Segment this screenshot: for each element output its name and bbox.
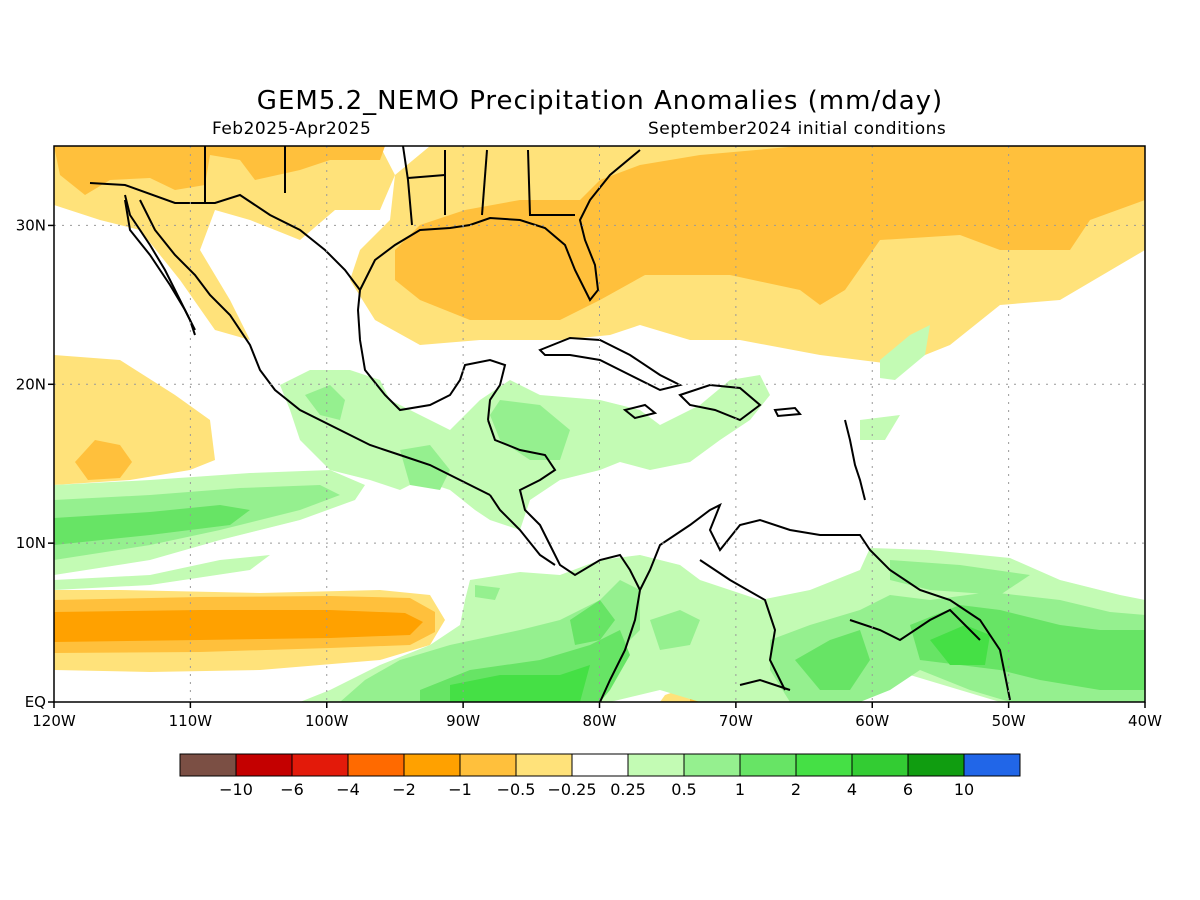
colorbar-swatch xyxy=(907,753,965,777)
colorbar-swatch xyxy=(459,753,517,777)
colorbar-swatch xyxy=(403,753,461,777)
colorbar-swatch xyxy=(235,753,293,777)
colorbar-label: 6 xyxy=(903,780,913,799)
y-tick-label: 10N xyxy=(16,534,46,552)
colorbar-swatch xyxy=(963,753,1021,777)
gridlines xyxy=(54,146,1145,702)
y-tick-label: 30N xyxy=(16,216,46,234)
colorbar-label: 2 xyxy=(791,780,801,799)
colorbar-label: −4 xyxy=(336,780,360,799)
colorbar-label: 4 xyxy=(847,780,857,799)
y-tick-label: EQ xyxy=(25,693,46,711)
y-axis: EQ 10N 20N 30N xyxy=(16,216,54,711)
colorbar-label: −1 xyxy=(448,780,472,799)
colorbar-swatch xyxy=(795,753,853,777)
colorbar-label: −0.5 xyxy=(497,780,536,799)
x-tick-label: 80W xyxy=(583,712,617,730)
colorbar-swatch xyxy=(515,753,573,777)
x-tick-label: 50W xyxy=(992,712,1026,730)
colorbar-swatch xyxy=(571,753,629,777)
forecast-period: Feb2025-Apr2025 xyxy=(212,119,372,139)
colorbar-label: −0.25 xyxy=(547,780,596,799)
map-title: GEM5.2_NEMO Precipitation Anomalies (mm/… xyxy=(256,86,944,116)
x-axis: 120W 110W 100W 90W 80W 70W 60W 50W 40W xyxy=(32,702,1162,730)
colorbar-label: −10 xyxy=(219,780,253,799)
colorbar-swatch xyxy=(683,753,741,777)
y-tick-label: 20N xyxy=(16,375,46,393)
colorbar-swatch xyxy=(347,753,405,777)
x-tick-label: 60W xyxy=(855,712,889,730)
colorbar-swatch xyxy=(179,753,237,777)
colorbar-label: 0.5 xyxy=(671,780,696,799)
x-tick-label: 70W xyxy=(719,712,753,730)
initial-conditions: September2024 initial conditions xyxy=(648,119,947,139)
colorbar-label: 10 xyxy=(954,780,974,799)
x-tick-label: 40W xyxy=(1128,712,1162,730)
x-tick-label: 90W xyxy=(446,712,480,730)
colorbar-swatch xyxy=(291,753,349,777)
colorbar: −10 −6 −4 −2 −1 −0.5 −0.25 0.25 0.5 1 2 4 6 10 xyxy=(179,753,1021,799)
x-tick-label: 110W xyxy=(169,712,213,730)
colorbar-swatch xyxy=(739,753,797,777)
colorbar-label: −2 xyxy=(392,780,416,799)
colorbar-swatch xyxy=(851,753,909,777)
colorbar-swatch xyxy=(627,753,685,777)
colorbar-label: 0.25 xyxy=(610,780,646,799)
x-tick-label: 120W xyxy=(32,712,76,730)
colorbar-label: −6 xyxy=(280,780,304,799)
colorbar-label: 1 xyxy=(735,780,745,799)
x-tick-label: 100W xyxy=(305,712,349,730)
coastlines xyxy=(89,146,1011,702)
dry-strong-regions xyxy=(54,610,423,642)
